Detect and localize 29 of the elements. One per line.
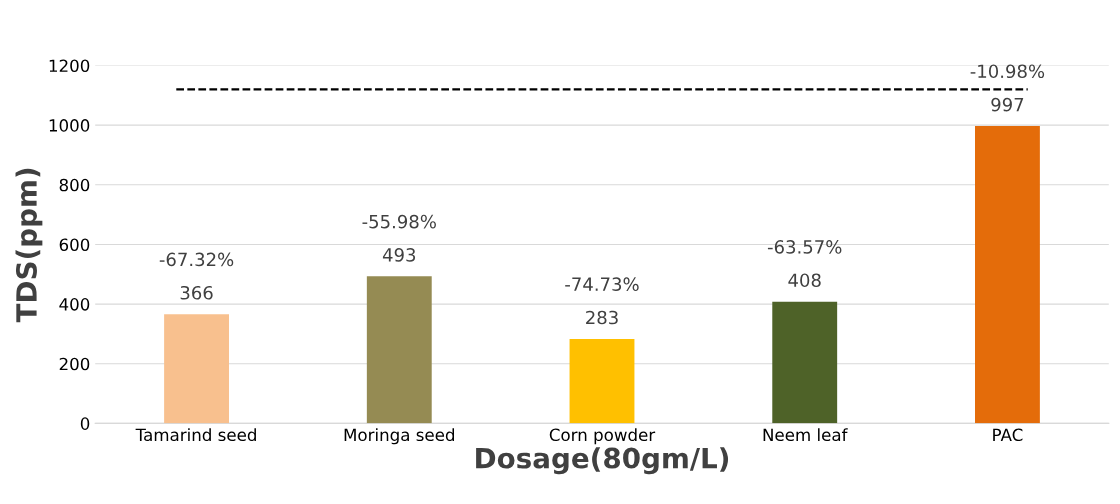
data-label: 493 [382,248,416,262]
data-label: 283 [586,310,618,325]
annotation: -67.32% [159,252,234,267]
bar [569,338,635,424]
x-tick-label: Moringa seed [344,428,455,445]
data-label: 366 [180,285,213,300]
y-tick-label: 800 [59,178,90,192]
x-tick-label: Tamarind seed [135,428,256,442]
annotation: -10.98% [970,64,1045,79]
bar [366,276,432,424]
x-tick-label: Corn powder [549,428,656,445]
y-axis-title: TDS(ppm) [15,168,43,323]
y-tick-label: 600 [59,238,90,252]
annotation: -63.57% [767,240,842,254]
data-label: 408 [788,273,821,288]
bar [164,314,229,424]
y-tick-label: 400 [59,298,90,311]
data-label: 997 [991,97,1024,112]
x-tick-label: Neem leaf [763,428,848,442]
y-tick-label: 1000 [49,119,90,132]
x-axis-title: Dosage(80gm/L) [476,447,729,475]
y-tick-label: 0 [80,417,90,430]
x-tick-label: PAC [993,428,1023,442]
bar [772,301,838,424]
y-tick-label: 1200 [49,59,90,73]
annotation: -55.98% [362,214,436,229]
y-tick-label: 200 [59,357,90,371]
annotation: -74.73% [565,277,639,292]
bar [975,126,1040,424]
